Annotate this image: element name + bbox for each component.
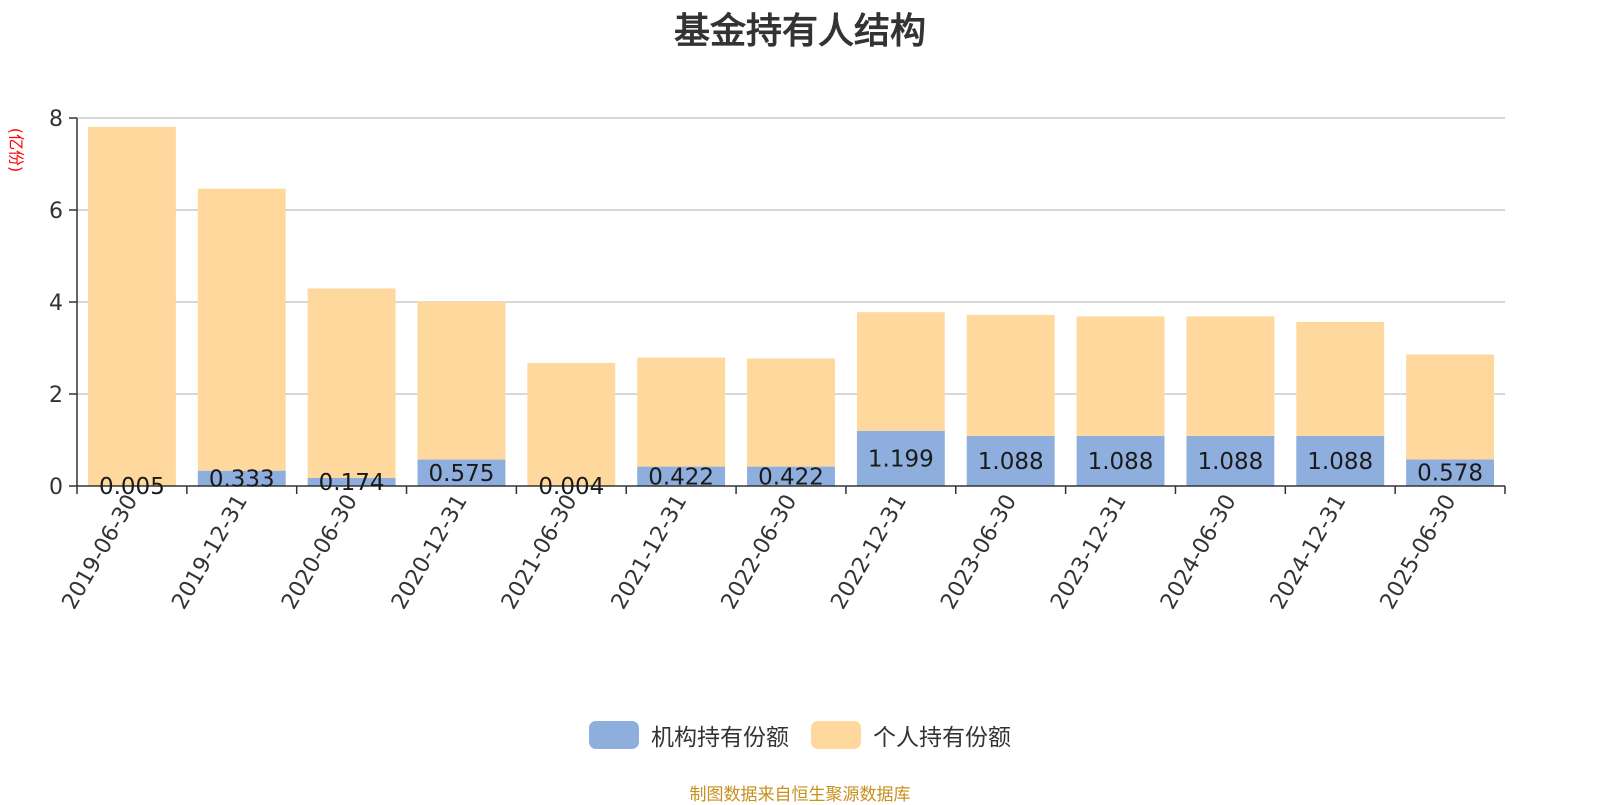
- data-label-institutional: 1.088: [978, 449, 1044, 475]
- bar-individual: [637, 358, 725, 467]
- data-label-institutional: 0.578: [1417, 461, 1483, 487]
- data-label-institutional: 1.088: [1307, 449, 1373, 475]
- bar-individual: [418, 302, 506, 460]
- bar-individual: [308, 288, 396, 478]
- data-label-institutional: 0.004: [538, 474, 604, 500]
- bar-individual: [967, 315, 1055, 436]
- x-tick-label: 2023-12-31: [1046, 491, 1132, 614]
- data-label-institutional: 0.174: [319, 470, 385, 496]
- bar-individual: [1186, 316, 1274, 436]
- bar-individual: [857, 312, 945, 431]
- data-label-institutional: 0.005: [99, 474, 165, 500]
- bar-individual: [88, 127, 176, 486]
- data-label-institutional: 0.422: [648, 464, 714, 490]
- x-tick-label: 2024-06-30: [1156, 491, 1242, 614]
- x-tick-label: 2020-06-30: [277, 491, 363, 614]
- data-label-institutional: 1.088: [1088, 449, 1154, 475]
- x-tick-label: 2023-06-30: [936, 491, 1022, 614]
- bar-individual: [1406, 355, 1494, 460]
- y-tick-label: 6: [49, 199, 63, 224]
- data-label-institutional: 0.422: [758, 464, 824, 490]
- bar-individual: [198, 189, 286, 471]
- y-tick-label: 8: [49, 107, 63, 132]
- chart-legend: 机构持有份额 个人持有份额: [0, 718, 1600, 752]
- x-tick-label: 2022-06-30: [717, 491, 803, 614]
- legend-swatch-individual: [811, 721, 861, 749]
- legend-swatch-institutional: [589, 721, 639, 749]
- legend-label-individual: 个人持有份额: [873, 718, 1011, 752]
- legend-item-individual[interactable]: 个人持有份额: [811, 718, 1011, 752]
- data-label-institutional: 0.575: [429, 461, 495, 487]
- data-label-institutional: 1.199: [868, 446, 934, 472]
- x-tick-label: 2019-12-31: [167, 491, 253, 614]
- x-tick-label: 2022-12-31: [826, 491, 912, 614]
- x-tick-label: 2020-12-31: [387, 491, 473, 614]
- x-tick-label: 2024-12-31: [1266, 491, 1352, 614]
- x-tick-label: 2021-06-30: [497, 491, 583, 614]
- x-tick-label: 2019-06-30: [58, 491, 144, 614]
- bar-individual: [527, 363, 615, 486]
- bar-individual: [1077, 316, 1165, 436]
- legend-item-institutional[interactable]: 机构持有份额: [589, 718, 789, 752]
- data-label-institutional: 0.333: [209, 466, 275, 492]
- bar-individual: [1296, 322, 1384, 436]
- data-source-note: 制图数据来自恒生聚源数据库: [0, 780, 1600, 805]
- y-tick-label: 2: [49, 383, 63, 408]
- x-tick-label: 2025-06-30: [1376, 491, 1462, 614]
- data-label-institutional: 1.088: [1197, 449, 1263, 475]
- legend-label-institutional: 机构持有份额: [651, 718, 789, 752]
- bar-individual: [747, 358, 835, 466]
- y-tick-label: 0: [49, 475, 63, 500]
- y-tick-label: 4: [49, 291, 63, 316]
- x-tick-label: 2021-12-31: [607, 491, 693, 614]
